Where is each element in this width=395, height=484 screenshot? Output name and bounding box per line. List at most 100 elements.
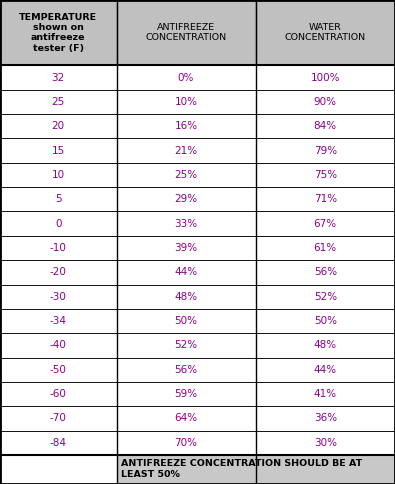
Bar — [256, 65, 395, 90]
Text: -70: -70 — [50, 413, 67, 424]
Bar — [0, 382, 117, 406]
Bar — [0, 0, 117, 65]
Text: 56%: 56% — [175, 365, 198, 375]
Bar — [117, 260, 256, 285]
Bar — [117, 90, 256, 114]
Text: -40: -40 — [50, 340, 67, 350]
Bar — [0, 138, 117, 163]
Bar — [0, 163, 117, 187]
Text: 59%: 59% — [175, 389, 198, 399]
Text: 0%: 0% — [178, 73, 194, 82]
Text: 52%: 52% — [175, 340, 198, 350]
Bar — [256, 163, 395, 187]
Text: 44%: 44% — [175, 267, 198, 277]
Bar — [0, 114, 117, 138]
Text: 25%: 25% — [175, 170, 198, 180]
Text: ANTIFREEZE
CONCENTRATION: ANTIFREEZE CONCENTRATION — [145, 23, 227, 43]
Text: 56%: 56% — [314, 267, 337, 277]
Text: -20: -20 — [50, 267, 67, 277]
Text: WATER
CONCENTRATION: WATER CONCENTRATION — [285, 23, 366, 43]
Bar — [117, 333, 256, 358]
Text: 39%: 39% — [175, 243, 198, 253]
Text: 20: 20 — [52, 121, 65, 131]
Text: 5: 5 — [55, 194, 62, 204]
Text: 44%: 44% — [314, 365, 337, 375]
Bar — [0, 358, 117, 382]
Text: -30: -30 — [50, 292, 67, 302]
Text: 29%: 29% — [175, 194, 198, 204]
Bar — [117, 187, 256, 212]
Text: 67%: 67% — [314, 219, 337, 228]
Bar — [117, 358, 256, 382]
Text: 36%: 36% — [314, 413, 337, 424]
Text: -34: -34 — [50, 316, 67, 326]
Text: 71%: 71% — [314, 194, 337, 204]
Bar — [256, 358, 395, 382]
Text: -50: -50 — [50, 365, 67, 375]
Bar — [117, 309, 256, 333]
Bar — [256, 333, 395, 358]
Bar — [256, 0, 395, 65]
Bar — [0, 285, 117, 309]
Text: TEMPERATURE
shown on
antifreeze
tester (F): TEMPERATURE shown on antifreeze tester (… — [19, 13, 97, 53]
Text: 50%: 50% — [175, 316, 198, 326]
Bar — [117, 0, 256, 65]
Text: -10: -10 — [50, 243, 67, 253]
Text: -60: -60 — [50, 389, 67, 399]
Bar — [117, 285, 256, 309]
Text: 21%: 21% — [175, 146, 198, 155]
Bar — [0, 260, 117, 285]
Bar — [117, 455, 395, 484]
Text: 64%: 64% — [175, 413, 198, 424]
Bar — [117, 138, 256, 163]
Text: 41%: 41% — [314, 389, 337, 399]
Text: ANTIFREEZE CONCENTRATION SHOULD BE AT
LEAST 50%: ANTIFREEZE CONCENTRATION SHOULD BE AT LE… — [121, 459, 363, 479]
Bar — [0, 333, 117, 358]
Bar — [256, 212, 395, 236]
Bar — [0, 431, 117, 455]
Text: -84: -84 — [50, 438, 67, 448]
Text: 10: 10 — [52, 170, 65, 180]
Text: 10%: 10% — [175, 97, 198, 107]
Bar — [117, 114, 256, 138]
Bar — [256, 90, 395, 114]
Bar — [117, 212, 256, 236]
Text: 100%: 100% — [310, 73, 340, 82]
Text: 79%: 79% — [314, 146, 337, 155]
Text: 61%: 61% — [314, 243, 337, 253]
Bar — [256, 431, 395, 455]
Bar — [117, 236, 256, 260]
Text: 25: 25 — [52, 97, 65, 107]
Text: 84%: 84% — [314, 121, 337, 131]
Bar — [256, 236, 395, 260]
Text: 0: 0 — [55, 219, 62, 228]
Text: 48%: 48% — [175, 292, 198, 302]
Text: 32: 32 — [52, 73, 65, 82]
Bar — [117, 431, 256, 455]
Text: 15: 15 — [52, 146, 65, 155]
Text: 70%: 70% — [175, 438, 198, 448]
Text: 30%: 30% — [314, 438, 337, 448]
Bar — [256, 382, 395, 406]
Bar — [256, 285, 395, 309]
Bar — [0, 455, 117, 484]
Bar — [256, 260, 395, 285]
Bar — [0, 309, 117, 333]
Text: 75%: 75% — [314, 170, 337, 180]
Bar — [0, 187, 117, 212]
Bar — [0, 212, 117, 236]
Text: 50%: 50% — [314, 316, 337, 326]
Bar — [117, 406, 256, 431]
Bar — [256, 138, 395, 163]
Text: 48%: 48% — [314, 340, 337, 350]
Bar — [0, 406, 117, 431]
Bar — [117, 382, 256, 406]
Text: 16%: 16% — [175, 121, 198, 131]
Bar — [256, 309, 395, 333]
Bar — [117, 163, 256, 187]
Bar — [0, 90, 117, 114]
Text: 52%: 52% — [314, 292, 337, 302]
Bar — [0, 65, 117, 90]
Bar — [0, 236, 117, 260]
Bar — [256, 187, 395, 212]
